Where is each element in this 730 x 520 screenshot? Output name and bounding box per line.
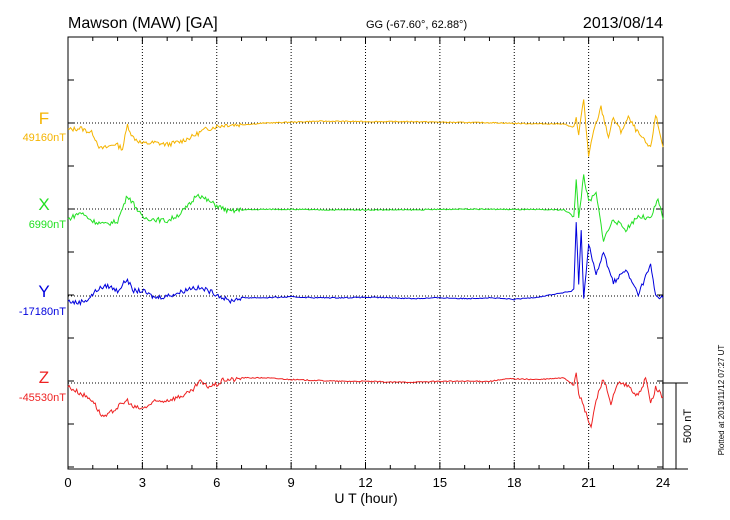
series-lines	[67, 99, 664, 429]
x-tick-label-24: 24	[656, 475, 670, 490]
series-name-z: Z	[39, 368, 49, 387]
scale-bar: 500 nT	[663, 382, 694, 470]
x-tick-labels: 0 3 6 9 12 15 18 21 24	[64, 475, 670, 490]
series-line-x	[67, 174, 664, 242]
x-tick-label-0: 0	[64, 475, 71, 490]
plotted-at-note: Plotted at 2013/11/12 07:27 UT	[717, 345, 726, 456]
series-name-f: F	[39, 109, 49, 128]
vertical-gridlines	[141, 37, 590, 469]
series-line-f	[67, 99, 664, 157]
x-tick-label-12: 12	[358, 475, 372, 490]
x-tick-label-21: 21	[581, 475, 595, 490]
x-tick-label-9: 9	[288, 475, 295, 490]
tick-marks	[67, 37, 664, 469]
x-tick-label-15: 15	[433, 475, 447, 490]
series-baseline-value-f: 49160nT	[23, 132, 67, 144]
series-line-y	[67, 222, 664, 307]
date-label: 2013/08/14	[583, 15, 663, 32]
x-tick-label-6: 6	[213, 475, 220, 490]
series-name-y: Y	[38, 282, 49, 301]
x-tick-label-3: 3	[139, 475, 146, 490]
scale-bar-label: 500 nT	[682, 409, 694, 444]
x-axis-title: U T (hour)	[334, 490, 397, 506]
series-baseline-value-x: 6990nT	[29, 219, 67, 231]
series-baselines	[68, 122, 663, 384]
series-baseline-value-z: -45530nT	[19, 392, 66, 404]
series-name-x: X	[38, 195, 49, 214]
station-title: Mawson (MAW) [GA]	[68, 15, 218, 32]
x-tick-label-18: 18	[507, 475, 521, 490]
series-baseline-value-y: -17180nT	[19, 306, 66, 318]
series-labels: F 49160nT X 6990nT Y -17180nT Z -45530nT	[19, 109, 66, 404]
series-line-z	[67, 372, 664, 429]
coords-label: GG (-67.60°, 62.88°)	[366, 19, 467, 31]
